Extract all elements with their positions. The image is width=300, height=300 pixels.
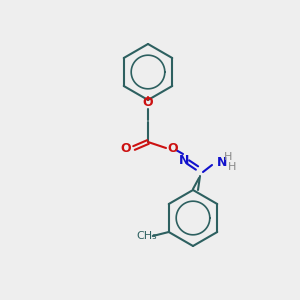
Text: O: O — [143, 97, 153, 110]
Text: CH₃: CH₃ — [136, 231, 157, 241]
Text: H: H — [224, 152, 232, 162]
Text: H: H — [228, 162, 236, 172]
Text: O: O — [168, 142, 178, 154]
Text: N: N — [217, 155, 227, 169]
Text: O: O — [121, 142, 131, 154]
Text: N: N — [179, 154, 189, 166]
